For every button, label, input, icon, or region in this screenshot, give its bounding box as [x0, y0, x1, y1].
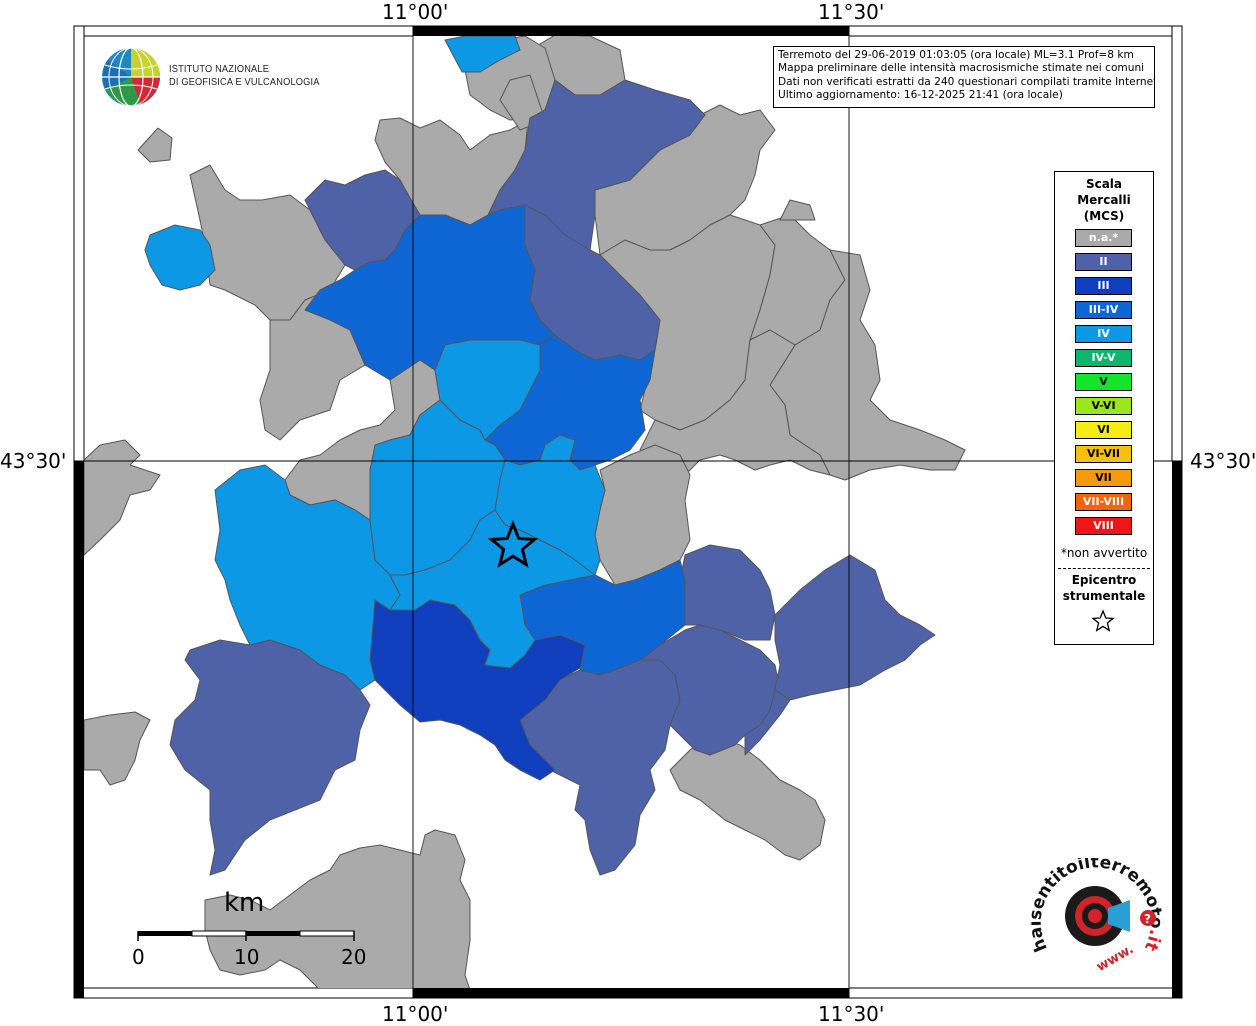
legend-epicenter-line1: Epicentro: [1071, 573, 1137, 587]
lon-label-bottom-left: 11°00': [382, 1002, 449, 1026]
lat-label-left: 43°30': [0, 449, 67, 473]
comuni-layer: [84, 36, 966, 988]
legend-item-vi-vii: VI-VII: [1075, 445, 1132, 463]
hst-text-www: www.: [1094, 942, 1136, 975]
graticule: [84, 36, 1172, 988]
legend-item-iii: III: [1075, 277, 1132, 295]
mcs-legend: Scala Mercalli (MCS) n.a.* II III III-IV IV I…: [1054, 171, 1154, 645]
legend-item-v-vi: V-VI: [1075, 397, 1132, 415]
legend-item-vii-viii: VII-VIII: [1075, 493, 1132, 511]
svg-text:?: ?: [1144, 912, 1151, 926]
event-info-line2: Mappa preliminare delle intensità macros…: [778, 62, 1145, 75]
event-info-line1: Terremoto del 29-06-2019 01:03:05 (ora l…: [778, 49, 1134, 61]
ingv-globe-logo: [102, 47, 160, 107]
ingv-name-line1: Istituto Nazionale: [169, 63, 270, 75]
ingv-name: Istituto Nazionale di Geofisica e Vulcan…: [169, 63, 320, 89]
scale-tick-0: 0: [132, 945, 145, 969]
hst-text-it: .it: [1140, 928, 1165, 954]
lat-label-right: 43°30': [1190, 449, 1256, 473]
lon-label-top-left: 11°00': [382, 0, 449, 24]
event-info-line3: Dati non verificati estratti da 240 ques…: [778, 75, 1155, 88]
epicenter-star-icon: [487, 519, 539, 568]
legend-item-vii: VII: [1075, 469, 1132, 487]
haisentito-logo: haisentitoilterremoto.it www. ?: [1030, 858, 1166, 975]
legend-note: *non avvertito: [1060, 546, 1148, 560]
ingv-name-line2: di Geofisica e Vulcanologia: [169, 76, 320, 88]
legend-item-n-a: n.a.*: [1075, 229, 1132, 247]
legend-item-vi: VI: [1075, 421, 1132, 439]
lon-label-top-right: 11°30': [818, 0, 885, 24]
legend-item-iv-v: IV-V: [1075, 349, 1132, 367]
event-info-line4: Ultimo aggiornamento: 16-12-2025 21:41 (…: [778, 89, 1063, 102]
scale-tick-10: 10: [234, 945, 260, 969]
legend-epicenter-label: Epicentro strumentale: [1055, 572, 1153, 604]
legend-epicenter-line2: strumentale: [1062, 589, 1146, 603]
legend-item-viii: VIII: [1075, 517, 1132, 535]
comuni-III-IV: [304, 204, 686, 676]
map-frame-border: [73, 25, 1183, 999]
scale-tick-20: 20: [341, 945, 367, 969]
legend-star-icon: [1091, 609, 1115, 632]
comuni-na: [84, 36, 966, 988]
legend-item-v: V: [1075, 373, 1132, 391]
legend-title-line1: Scala: [1085, 177, 1123, 191]
comuni-II: [169, 79, 936, 876]
legend-divider: [1058, 568, 1150, 569]
scale-unit-label: km: [224, 888, 265, 918]
legend-item-iii-iv: III-IV: [1075, 301, 1132, 319]
lon-label-bottom-right: 11°30': [818, 1002, 885, 1026]
comuni-IV: [144, 36, 606, 691]
legend-title-line2: Mercalli: [1077, 193, 1131, 207]
scale-bar: [137, 930, 355, 941]
event-info-box: Terremoto del 29-06-2019 01:03:05 (ora l…: [773, 46, 1155, 108]
legend-title-line3: (MCS): [1083, 209, 1125, 223]
legend-item-iv: IV: [1075, 325, 1132, 343]
legend-item-ii: II: [1075, 253, 1132, 271]
legend-title: Scala Mercalli (MCS): [1055, 176, 1153, 224]
